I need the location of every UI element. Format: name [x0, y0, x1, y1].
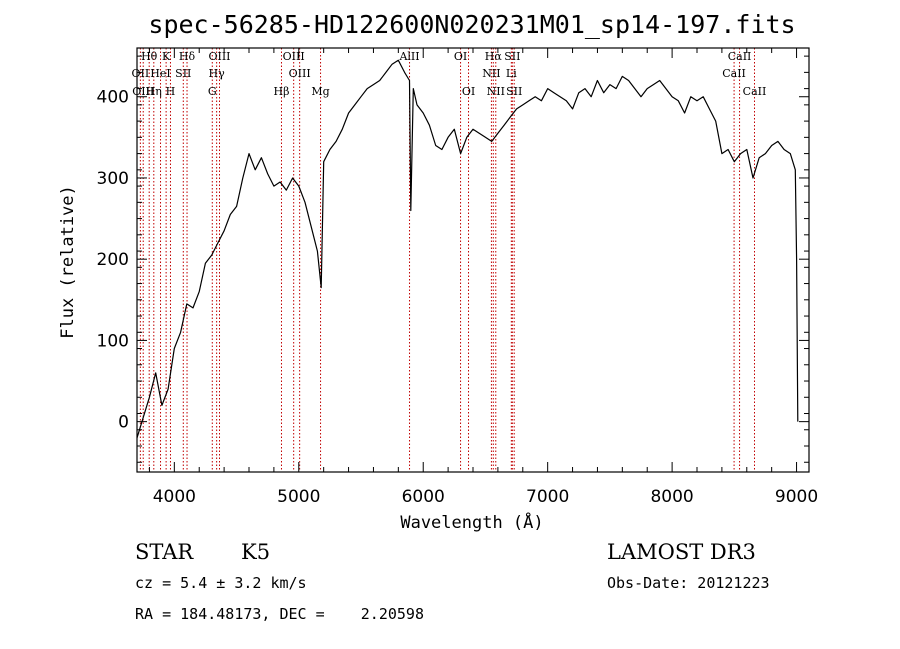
line-label: CaII — [728, 50, 752, 63]
line-label: OIII — [208, 50, 230, 63]
line-label: H — [166, 85, 176, 98]
spectrum-line — [136, 59, 799, 439]
spectral-line-markers — [139, 48, 755, 472]
line-label: SII — [175, 67, 191, 80]
plot-frame — [136, 47, 810, 473]
y-tick-label: 0 — [118, 413, 129, 433]
line-label: CaII — [743, 85, 767, 98]
x-tick-label: 5000 — [277, 487, 320, 507]
line-label: Hγ — [209, 67, 226, 80]
x-tick-label: 7000 — [526, 487, 569, 507]
line-label: OII — [132, 67, 150, 80]
x-axis-label: Wavelength (Å) — [400, 511, 543, 533]
line-label: Hβ — [274, 85, 290, 98]
obs-date-text: Obs-Date: 20121223 — [607, 574, 770, 592]
radec-text: RA = 184.48173, DEC = 2.20598 — [135, 605, 424, 623]
line-label: Hθ — [141, 50, 158, 63]
x-tick-label: 9000 — [775, 487, 818, 507]
line-label: G — [208, 85, 217, 98]
line-label: HeI — [150, 67, 170, 80]
chart-title: spec-56285-HD122600N020231M01_sp14-197.f… — [148, 10, 795, 39]
y-tick-label: 200 — [97, 250, 129, 270]
line-label: OI — [454, 50, 467, 63]
spectrum-series — [136, 59, 799, 439]
line-label: CaII — [722, 67, 746, 80]
line-label: OIII — [289, 67, 311, 80]
line-label: OI — [462, 85, 475, 98]
line-label: NII — [482, 67, 500, 80]
class-label: STAR — [135, 540, 194, 564]
line-label: AlII — [398, 50, 419, 63]
line-label: NII — [487, 85, 505, 98]
x-tick-label: 6000 — [402, 487, 445, 507]
line-label: Li — [506, 67, 517, 80]
y-tick-label: 400 — [97, 88, 129, 108]
subclass-label: K5 — [241, 540, 270, 564]
line-label: OIII — [283, 50, 305, 63]
x-tick-label: 8000 — [650, 487, 693, 507]
line-label: SII — [506, 85, 522, 98]
y-tick-label: 100 — [97, 331, 129, 351]
line-label: Hδ — [179, 50, 196, 63]
line-label: Mg — [311, 85, 329, 98]
line-label: K — [162, 50, 171, 63]
y-tick-label: 300 — [97, 169, 129, 189]
x-tick-label: 4000 — [153, 487, 196, 507]
x-axis-ticks: 4000 5000 6000 7000 8000 9000 — [148, 48, 818, 507]
cz-text: cz = 5.4 ± 3.2 km/s — [135, 574, 307, 592]
line-label: Hη — [146, 85, 162, 98]
line-label: SII — [504, 50, 520, 63]
survey-label: LAMOST DR3 — [607, 540, 756, 564]
line-label: Hα — [485, 50, 503, 63]
y-axis-label: Flux (relative) — [58, 185, 78, 339]
y-axis-ticks: 0 100 200 300 400 — [97, 55, 809, 463]
